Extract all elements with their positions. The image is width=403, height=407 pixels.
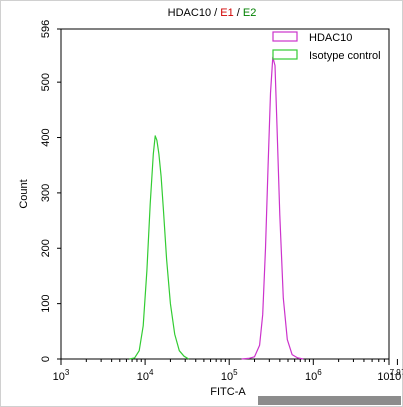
series-layer [129, 56, 304, 360]
chart-title-part: / [234, 7, 243, 19]
legend-label-isotype: Isotype control [309, 50, 381, 62]
x-axis-title: FITC-A [210, 386, 246, 398]
x-tick-label: 107 [389, 368, 403, 383]
chart-title: HDAC10 / E1 / E2 [168, 7, 257, 19]
y-tick-label: 596 [40, 20, 52, 38]
x-tick-label: 105 [221, 368, 238, 383]
y-tick-label: 500 [40, 73, 52, 91]
y-tick-label: 0 [40, 356, 52, 362]
x-tick-label: 103 [53, 368, 70, 383]
series-line-isotype-control [129, 135, 190, 360]
y-tick-label: 100 [40, 294, 52, 312]
x-tick-label: 107.9 [377, 368, 401, 383]
y-axis-title: Count [18, 179, 30, 208]
horizontal-scrollbar[interactable] [258, 396, 401, 405]
y-axis: 0 100 200 300 400 500 596 [40, 20, 61, 362]
legend-swatch-hdac10 [272, 31, 298, 42]
legend: HDAC10 Isotype control [272, 31, 381, 62]
chart-title-part: / [211, 7, 220, 19]
y-tick-label: 300 [40, 184, 52, 202]
legend-label-hdac10: HDAC10 [309, 32, 352, 44]
chart-title-part: HDAC10 [168, 7, 211, 19]
series-line-hdac10 [241, 56, 304, 360]
y-tick-label: 200 [40, 239, 52, 257]
chart-title-part: E1 [220, 7, 233, 19]
x-axis: 103 104 105 106 107107.9 [53, 359, 403, 383]
x-tick-label: 104 [137, 368, 154, 383]
chart-title-part: E2 [243, 7, 256, 19]
plot-area-border [60, 28, 390, 360]
legend-swatch-isotype [272, 49, 298, 60]
x-tick-label: 106 [305, 368, 322, 383]
y-tick-label: 400 [40, 128, 52, 146]
